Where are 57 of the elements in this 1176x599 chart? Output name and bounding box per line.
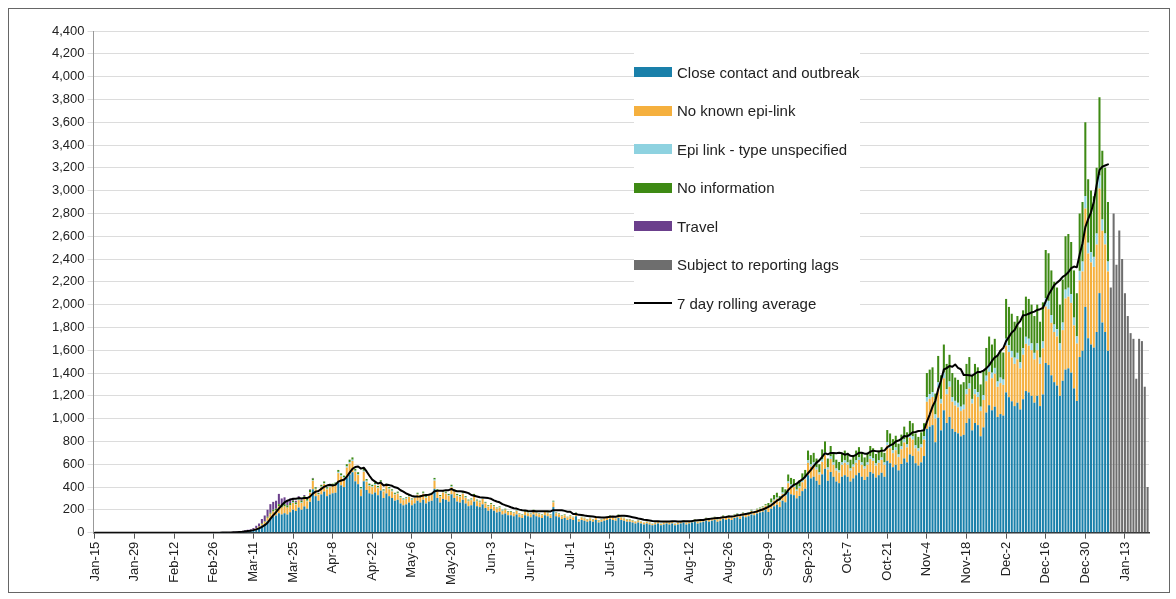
y-tick-label: 400 bbox=[62, 478, 85, 494]
x-tick-label: May-20 bbox=[443, 541, 459, 586]
y-tick-label: 2,200 bbox=[51, 273, 85, 289]
y-tick-label: 1,000 bbox=[51, 410, 85, 426]
y-tick-label: 4,200 bbox=[51, 45, 85, 61]
x-tick-label: Nov-18 bbox=[958, 541, 974, 584]
x-tick-label: Jan-13 bbox=[1116, 541, 1132, 582]
legend-label: Subject to reporting lags bbox=[677, 256, 839, 274]
x-tick-label: Dec-30 bbox=[1076, 541, 1092, 584]
y-tick-label: 2,000 bbox=[51, 296, 85, 312]
x-tick-label: Apr-22 bbox=[363, 541, 379, 581]
legend-label: No information bbox=[677, 179, 775, 197]
x-tick-label: May-6 bbox=[403, 541, 419, 578]
legend-label: Close contact and outbreak bbox=[677, 63, 860, 81]
x-tick-label: Jun-3 bbox=[482, 541, 498, 575]
y-tick-label: 1,200 bbox=[51, 387, 85, 403]
y-tick-label: 4,400 bbox=[51, 22, 85, 38]
y-tick-label: 3,800 bbox=[51, 90, 85, 106]
y-tick-label: 2,400 bbox=[51, 250, 85, 266]
y-tick-label: 3,200 bbox=[51, 159, 85, 175]
y-tick-label: 600 bbox=[62, 455, 85, 471]
x-tick-label: Jul-1 bbox=[561, 541, 577, 570]
x-tick-label: Aug-26 bbox=[720, 541, 736, 584]
x-tick-label: Jan-15 bbox=[86, 541, 102, 582]
x-tick-label: Feb-26 bbox=[205, 541, 221, 583]
x-tick-label: Sep-23 bbox=[799, 541, 815, 584]
x-tick-label: Dec-2 bbox=[997, 541, 1013, 577]
y-tick-label: 3,000 bbox=[51, 182, 85, 198]
y-tick-label: 1,800 bbox=[51, 319, 85, 335]
x-tick-label: Jul-29 bbox=[641, 541, 657, 578]
x-tick-label: Jul-15 bbox=[601, 541, 617, 578]
x-tick-label: Nov-4 bbox=[918, 541, 934, 577]
y-tick-label: 2,600 bbox=[51, 227, 85, 243]
legend-label: Travel bbox=[677, 217, 719, 235]
x-tick-label: Apr-8 bbox=[324, 541, 340, 574]
x-tick-label: Oct-7 bbox=[839, 541, 855, 574]
y-tick-label: 2,800 bbox=[51, 205, 85, 220]
y-tick-label: 3,600 bbox=[51, 113, 85, 129]
y-tick-label: 4,000 bbox=[51, 68, 85, 84]
x-tick-label: Aug-12 bbox=[680, 541, 696, 584]
x-tick-label: Dec-16 bbox=[1037, 541, 1053, 584]
y-tick-label: 0 bbox=[77, 524, 85, 540]
y-tick-label: 200 bbox=[62, 501, 85, 517]
legend-label: No known epi-link bbox=[677, 102, 796, 120]
legend-label: Epi link - type unspecified bbox=[677, 140, 848, 158]
x-tick-label: Jun-17 bbox=[522, 541, 538, 582]
x-tick-label: Mar-25 bbox=[284, 541, 300, 583]
x-tick-label: Sep-9 bbox=[759, 541, 775, 577]
y-tick-label: 1,400 bbox=[51, 364, 85, 380]
x-tick-label: Oct-21 bbox=[878, 541, 894, 581]
x-tick-label: Jan-29 bbox=[126, 541, 142, 582]
y-tick-label: 1,600 bbox=[51, 341, 85, 357]
x-tick-label: Feb-12 bbox=[165, 541, 181, 583]
legend-label: 7 day rolling average bbox=[677, 294, 817, 312]
y-tick-label: 800 bbox=[62, 433, 85, 449]
x-tick-label: Mar-11 bbox=[244, 541, 260, 582]
y-tick-label: 3,400 bbox=[51, 136, 85, 152]
